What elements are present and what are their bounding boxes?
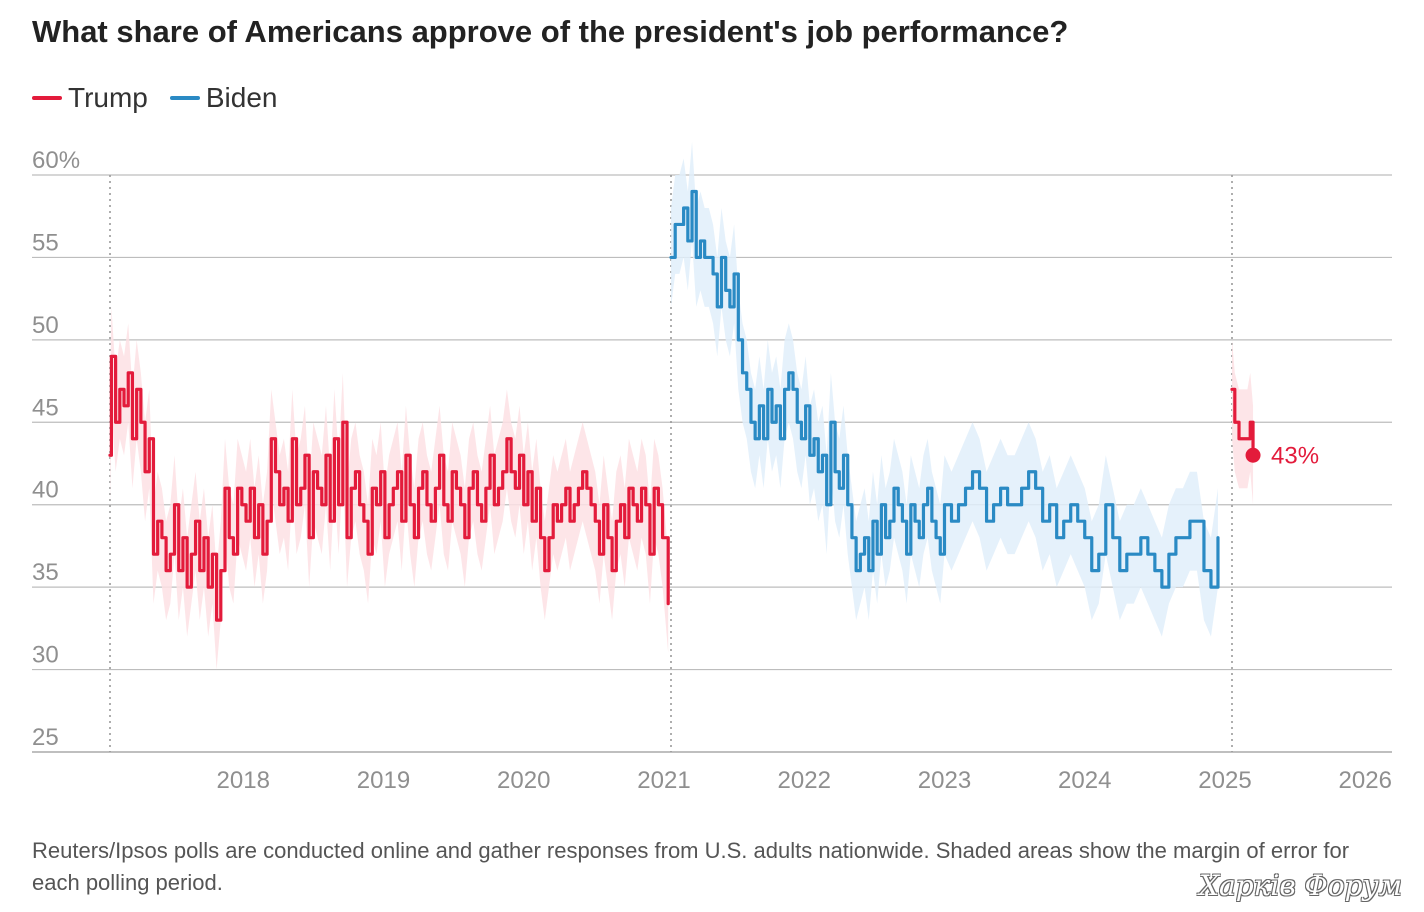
y-tick-label-55: 55 xyxy=(32,229,59,256)
x-tick-label-2023: 2023 xyxy=(918,767,971,794)
x-tick-label-2026: 2026 xyxy=(1339,767,1392,794)
series-line-biden xyxy=(669,189,1220,589)
legend-item-trump: Trump xyxy=(32,82,148,114)
legend-swatch-biden xyxy=(169,96,200,100)
legend-item-biden: Biden xyxy=(169,82,278,114)
x-tick-label-2019: 2019 xyxy=(357,767,410,794)
chart-title: What share of Americans approve of the p… xyxy=(32,14,1069,49)
x-tick-label-2025: 2025 xyxy=(1198,767,1251,794)
legend: Trump Biden xyxy=(32,82,277,114)
y-tick-label-45: 45 xyxy=(32,394,59,421)
legend-swatch-trump xyxy=(32,96,62,100)
x-tick-label-2022: 2022 xyxy=(778,767,831,794)
y-tick-label-25: 25 xyxy=(32,724,59,751)
y-tick-label-50: 50 xyxy=(32,312,59,339)
chart-footnote: Reuters/Ipsos polls are conducted online… xyxy=(32,838,1350,895)
x-tick-label-2021: 2021 xyxy=(637,767,690,794)
error-band-trump-2nd-term- xyxy=(1232,339,1254,505)
watermark: Харків Форум xyxy=(1199,869,1402,902)
x-tick-label-2020: 2020 xyxy=(497,767,550,794)
y-tick-label-40: 40 xyxy=(32,477,59,504)
series-line-trump-2nd-term- xyxy=(1230,387,1255,457)
legend-label-trump: Trump xyxy=(68,82,148,113)
y-tick-label-35: 35 xyxy=(32,559,59,586)
series-line-trump xyxy=(108,354,670,622)
approval-line-chart: 60% 55 50 45 40 35 30 25 2018 2019 2020 2021 2022 202… xyxy=(32,142,1392,794)
end-label-trump: 43% xyxy=(1271,442,1319,469)
x-tick-label-2024: 2024 xyxy=(1058,767,1111,794)
error-band-biden xyxy=(671,142,1218,637)
legend-label-biden: Biden xyxy=(205,82,278,113)
end-marker-trump xyxy=(1245,447,1261,463)
y-tick-label-30: 30 xyxy=(32,642,59,669)
error-band-trump xyxy=(110,306,669,670)
y-tick-label-60: 60% xyxy=(32,147,80,174)
x-tick-label-2018: 2018 xyxy=(217,767,270,794)
